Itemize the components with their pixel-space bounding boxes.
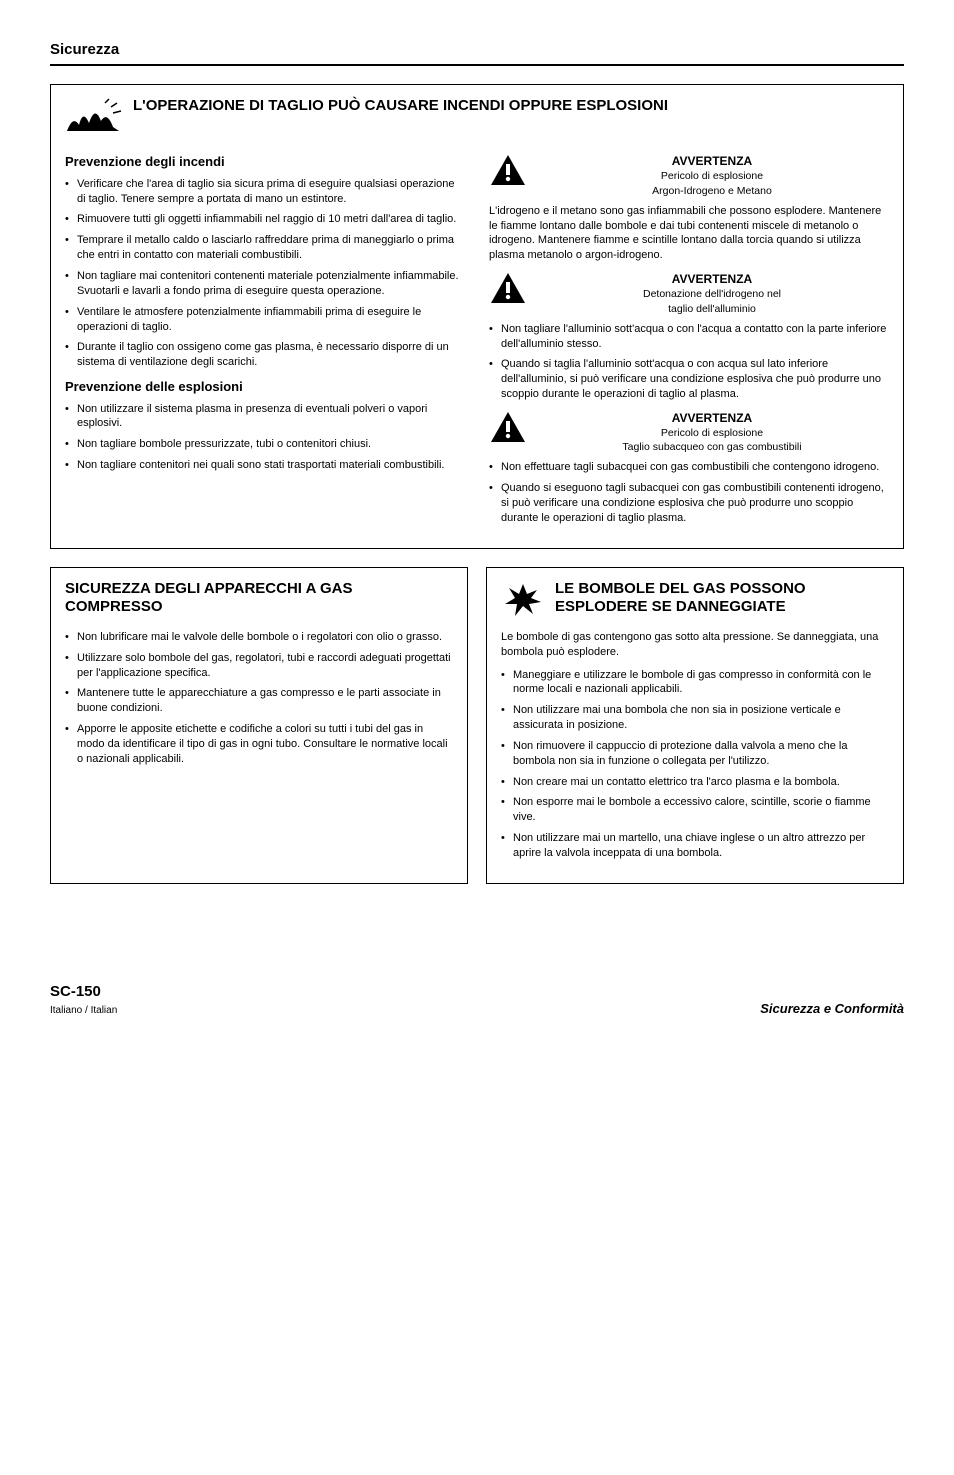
section1-title: L'OPERAZIONE DI TAGLIO PUÒ CAUSARE INCEN… [133, 97, 668, 115]
fire-prevention-list: Verificare che l'area di taglio sia sicu… [65, 177, 465, 370]
list-item: Non tagliare mai contenitori contenenti … [65, 269, 465, 299]
section3-title: LE BOMBOLE DEL GAS POSSONO ESPLODERE SE … [555, 580, 889, 616]
cylinder-intro: Le bombole di gas contengono gas sotto a… [501, 630, 889, 660]
list-item: Non rimuovere il cappuccio di protezione… [501, 739, 889, 769]
section-gas-safety: SICUREZZA DEGLI APPARECCHI A GAS COMPRES… [50, 567, 468, 884]
explosion-prevention-heading: Prevenzione delle esplosioni [65, 378, 465, 396]
warning-title: AVVERTENZA [535, 410, 889, 426]
list-item: Non esporre mai le bombole a eccessivo c… [501, 795, 889, 825]
warning-line: Detonazione dell'idrogeno nel [535, 287, 889, 301]
list-item: Non utilizzare mai un martello, una chia… [501, 831, 889, 861]
aluminum-warning-list: Non tagliare l'alluminio sott'acqua o co… [489, 322, 889, 402]
list-item: Apporre le apposite etichette e codifich… [65, 722, 453, 767]
list-item: Mantenere tutte le apparecchiature a gas… [65, 686, 453, 716]
warning-icon [489, 153, 527, 187]
list-item: Non tagliare contenitori nei quali sono … [65, 458, 465, 473]
list-item: Durante il taglio con ossigeno come gas … [65, 340, 465, 370]
list-item: Non lubrificare mai le valvole delle bom… [65, 630, 453, 645]
warning-line: taglio dell'alluminio [535, 302, 889, 316]
list-item: Utilizzare solo bombole del gas, regolat… [65, 651, 453, 681]
cylinder-list: Maneggiare e utilizzare le bombole di ga… [501, 668, 889, 861]
warning-line: Pericolo di esplosione [535, 169, 889, 183]
footer-right: Sicurezza e Conformità [760, 1000, 904, 1018]
list-item: Ventilare le atmosfere potenzialmente in… [65, 305, 465, 335]
explosion-prevention-list: Non utilizzare il sistema plasma in pres… [65, 402, 465, 473]
footer-code: SC-150 [50, 982, 117, 1002]
warning-title: AVVERTENZA [535, 153, 889, 169]
warning-title: AVVERTENZA [535, 271, 889, 287]
underwater-warning-list: Non effettuare tagli subacquei con gas c… [489, 460, 889, 525]
section1-left: Prevenzione degli incendi Verificare che… [65, 145, 465, 534]
list-item: Rimuovere tutti gli oggetti infiammabili… [65, 212, 465, 227]
warning-line: Pericolo di esplosione [535, 426, 889, 440]
list-item: Verificare che l'area di taglio sia sicu… [65, 177, 465, 207]
section2-title: SICUREZZA DEGLI APPARECCHI A GAS COMPRES… [65, 580, 453, 616]
list-item: Maneggiare e utilizzare le bombole di ga… [501, 668, 889, 698]
list-item: Quando si eseguono tagli subacquei con g… [489, 481, 889, 526]
section-cylinder-explosion: LE BOMBOLE DEL GAS POSSONO ESPLODERE SE … [486, 567, 904, 884]
list-item: Non tagliare bombole pressurizzate, tubi… [65, 437, 465, 452]
warning-icon [489, 410, 527, 444]
list-item: Non utilizzare mai una bombola che non s… [501, 703, 889, 733]
page-header: Sicurezza [50, 40, 904, 66]
list-item: Non tagliare l'alluminio sott'acqua o co… [489, 322, 889, 352]
explosion-icon [501, 580, 545, 620]
section1-right: AVVERTENZA Pericolo di esplosione Argon-… [489, 145, 889, 534]
warning-line: Argon-Idrogeno e Metano [535, 184, 889, 198]
fire-prevention-heading: Prevenzione degli incendi [65, 153, 465, 171]
page-footer: SC-150 Italiano / Italian Sicurezza e Co… [50, 982, 904, 1018]
fire-icon [65, 97, 123, 135]
list-item: Non effettuare tagli subacquei con gas c… [489, 460, 889, 475]
list-item: Non utilizzare il sistema plasma in pres… [65, 402, 465, 432]
warning-line: Taglio subacqueo con gas combustibili [535, 440, 889, 454]
list-item: Quando si taglia l'alluminio sott'acqua … [489, 357, 889, 402]
section-fire-explosion: L'OPERAZIONE DI TAGLIO PUÒ CAUSARE INCEN… [50, 84, 904, 549]
list-item: Temprare il metallo caldo o lasciarlo ra… [65, 233, 465, 263]
gas-safety-list: Non lubrificare mai le valvole delle bom… [65, 630, 453, 767]
warning-icon [489, 271, 527, 305]
footer-language: Italiano / Italian [50, 1004, 117, 1018]
list-item: Non creare mai un contatto elettrico tra… [501, 775, 889, 790]
warning-paragraph: L'idrogeno e il metano sono gas infiamma… [489, 204, 889, 263]
